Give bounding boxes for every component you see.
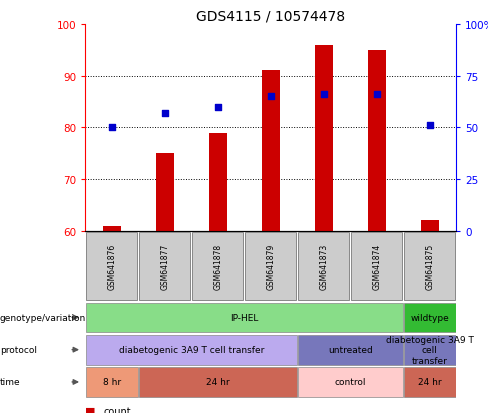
Text: diabetogenic 3A9 T cell transfer: diabetogenic 3A9 T cell transfer [119,345,264,354]
Text: wildtype: wildtype [410,313,449,322]
Bar [298,335,403,365]
Bar [140,233,190,300]
Point [214,104,222,111]
Bar [208,133,227,231]
Point [267,94,275,100]
Bar [262,71,280,231]
Text: GSM641876: GSM641876 [107,243,117,290]
Bar [156,154,174,231]
Text: GSM641879: GSM641879 [266,243,275,290]
Bar [139,367,297,397]
Text: control: control [335,377,366,387]
Bar [86,335,297,365]
Bar [245,233,296,300]
Title: GDS4115 / 10574478: GDS4115 / 10574478 [196,9,346,24]
Text: 24 hr: 24 hr [418,377,442,387]
Text: untreated: untreated [328,345,373,354]
Bar [192,233,244,300]
Text: count: count [104,406,132,413]
Text: GSM641877: GSM641877 [161,243,169,290]
Text: time: time [0,377,20,387]
Text: 8 hr: 8 hr [103,377,121,387]
Bar [421,221,439,231]
Point [373,92,381,98]
Bar [404,335,456,365]
Bar [298,367,403,397]
Point [108,125,116,131]
Bar [86,303,403,332]
Point [320,92,328,98]
Bar [315,45,333,231]
Bar [404,303,456,332]
Text: GSM641873: GSM641873 [319,243,328,290]
Bar [404,367,456,397]
Bar [102,226,121,231]
Bar [367,50,386,231]
Text: GSM641874: GSM641874 [372,243,381,290]
Text: diabetogenic 3A9 T
cell
transfer: diabetogenic 3A9 T cell transfer [386,335,474,365]
Bar [405,233,455,300]
Text: ■: ■ [85,406,96,413]
Point [426,123,434,129]
Point [161,110,169,117]
Text: IP-HEL: IP-HEL [230,313,259,322]
Text: genotype/variation: genotype/variation [0,313,86,322]
Text: GSM641878: GSM641878 [213,243,223,290]
Bar [298,233,349,300]
Text: 24 hr: 24 hr [206,377,230,387]
Bar [86,367,138,397]
Text: protocol: protocol [0,345,37,354]
Bar [86,233,137,300]
Bar [351,233,402,300]
Text: GSM641875: GSM641875 [425,243,434,290]
